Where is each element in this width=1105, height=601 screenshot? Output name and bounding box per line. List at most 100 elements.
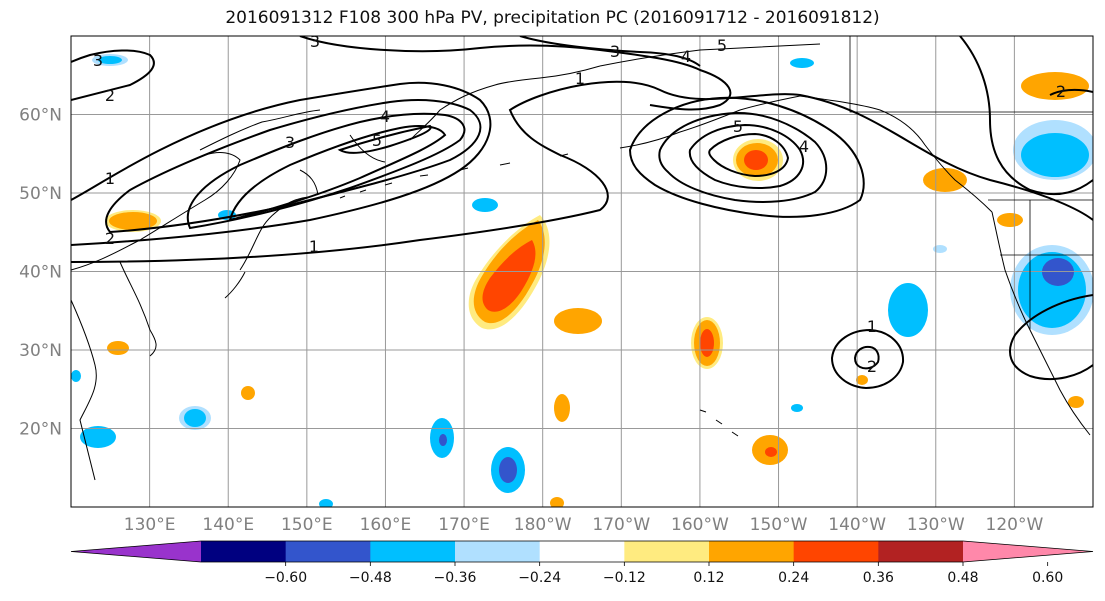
precip-pos-area <box>109 212 157 230</box>
pv-contour <box>519 36 701 67</box>
lon-tick-label: 170°W <box>592 515 650 535</box>
colorbar-tick-label: −0.48 <box>349 570 392 586</box>
pv-contour <box>1009 294 1093 380</box>
border-canada-alaska <box>849 36 1093 113</box>
contour-label: 3 <box>285 133 295 152</box>
pv-contour <box>71 80 1093 263</box>
lon-tick-label: 150°W <box>750 515 808 535</box>
colorbar-segment <box>624 541 710 562</box>
precip-pos-area <box>856 375 868 385</box>
latitude-labels: 60°N 50°N 40°N 30°N 20°N <box>19 106 62 440</box>
precip-pos-area <box>744 150 768 170</box>
coastline-layer <box>71 43 1091 481</box>
contour-label: 4 <box>380 107 390 126</box>
contour-label: 1 <box>105 169 115 188</box>
lat-tick-label: 50°N <box>19 184 62 204</box>
lon-tick-label: 140°W <box>828 515 886 535</box>
lon-tick-label: 130°E <box>124 515 176 535</box>
lon-tick-label: 160°E <box>360 515 412 535</box>
colorbar: −0.60 −0.48 −0.36 −0.24 −0.12 0.12 0.24 0.36 0.4… <box>70 540 1094 586</box>
precip-pos-area <box>1068 396 1084 408</box>
coastline-korea <box>119 261 157 357</box>
contour-label: 2 <box>1056 82 1066 101</box>
colorbar-tick-label: −0.12 <box>603 570 646 586</box>
contour-label: 4 <box>799 137 809 156</box>
pv-contour <box>337 124 432 154</box>
colorbar-extend-low <box>71 541 201 562</box>
pv-contour <box>187 112 466 230</box>
coastline-sakhalin <box>299 134 386 196</box>
colorbar-segment <box>455 541 541 562</box>
pv-contour <box>688 123 805 189</box>
graticule <box>71 36 1093 507</box>
contour-label: 2 <box>105 229 115 248</box>
pv-contour <box>105 99 482 234</box>
lon-tick-label: 140°E <box>202 515 254 535</box>
precip-neg-area <box>499 457 517 483</box>
pv-contour <box>299 36 732 111</box>
coastline-kamchatka <box>409 65 601 141</box>
colorbar-segment <box>539 541 625 562</box>
coastline-asia <box>71 109 321 271</box>
pv-contour-layer <box>71 36 1093 390</box>
pv-contour <box>830 328 905 390</box>
precip-pos-area <box>550 497 564 507</box>
precip-neg-area <box>791 404 803 412</box>
contour-label: 5 <box>372 131 382 150</box>
contour-label: 1 <box>575 69 585 88</box>
precip-neg-area <box>71 370 81 382</box>
precip-pos-area <box>241 386 255 400</box>
lon-tick-label: 130°W <box>907 515 965 535</box>
lat-tick-label: 60°N <box>19 106 62 126</box>
map-title: 2016091312 F108 300 hPa PV, precipitatio… <box>225 8 880 28</box>
pv-contour <box>658 111 828 203</box>
precip-pos-area <box>700 329 714 357</box>
lat-tick-label: 30°N <box>19 341 62 361</box>
precip-pos-area <box>554 394 570 422</box>
pv-contour <box>853 345 880 370</box>
precip-pos-area <box>997 213 1023 227</box>
colorbar-tick-label: −0.60 <box>264 570 307 586</box>
colorbar-segment <box>370 541 456 562</box>
coastline-hawaii <box>699 409 739 437</box>
pv-contour <box>1049 88 1093 96</box>
pv-contour <box>959 36 1093 196</box>
contour-label: 5 <box>717 36 727 55</box>
contour-labels: 3 2 1 2 3 4 5 1 1 3 4 5 5 4 1 2 2 3 <box>93 32 1066 376</box>
precip-neg-area <box>439 434 447 446</box>
contour-label: 1 <box>867 317 877 336</box>
lon-tick-label: 180°W <box>514 515 572 535</box>
precip-pos-area <box>923 168 967 192</box>
precip-pos-area <box>1021 72 1089 100</box>
colorbar-segment <box>285 541 371 562</box>
precip-neg-area <box>319 499 333 507</box>
colorbar-tick-label: −0.36 <box>434 570 477 586</box>
lon-tick-label: 150°E <box>281 515 333 535</box>
colorbar-extend-high <box>963 541 1093 562</box>
pv-contour <box>708 132 790 178</box>
border-us-states <box>1000 200 1093 330</box>
colorbar-segment <box>201 541 287 562</box>
colorbar-tick-label: 0.12 <box>693 570 724 586</box>
colorbar-tick-label: 0.48 <box>947 570 978 586</box>
coastline-alaska <box>599 43 993 213</box>
precip-pos-area <box>107 341 129 355</box>
lat-tick-label: 20°N <box>19 420 62 440</box>
map-frame <box>70 35 1094 508</box>
colorbar-tick-label: 0.36 <box>863 570 894 586</box>
precip-neg-area <box>472 198 498 212</box>
precip-pos-area <box>554 308 602 334</box>
colorbar-segment <box>878 541 964 562</box>
contour-label: 2 <box>105 86 115 105</box>
colorbar-outline <box>70 540 1094 563</box>
colorbar-tick-label: 0.24 <box>778 570 809 586</box>
pv-contour <box>71 49 155 101</box>
colorbar-segment <box>709 541 795 562</box>
lat-tick-label: 40°N <box>19 263 62 283</box>
colorbar-tick-label: 0.60 <box>1032 570 1063 586</box>
colorbar-tick-label: −0.24 <box>518 570 561 586</box>
precip-pos-area <box>765 447 777 457</box>
precip-neg-area <box>80 426 116 448</box>
precip-pos-area <box>482 240 536 312</box>
